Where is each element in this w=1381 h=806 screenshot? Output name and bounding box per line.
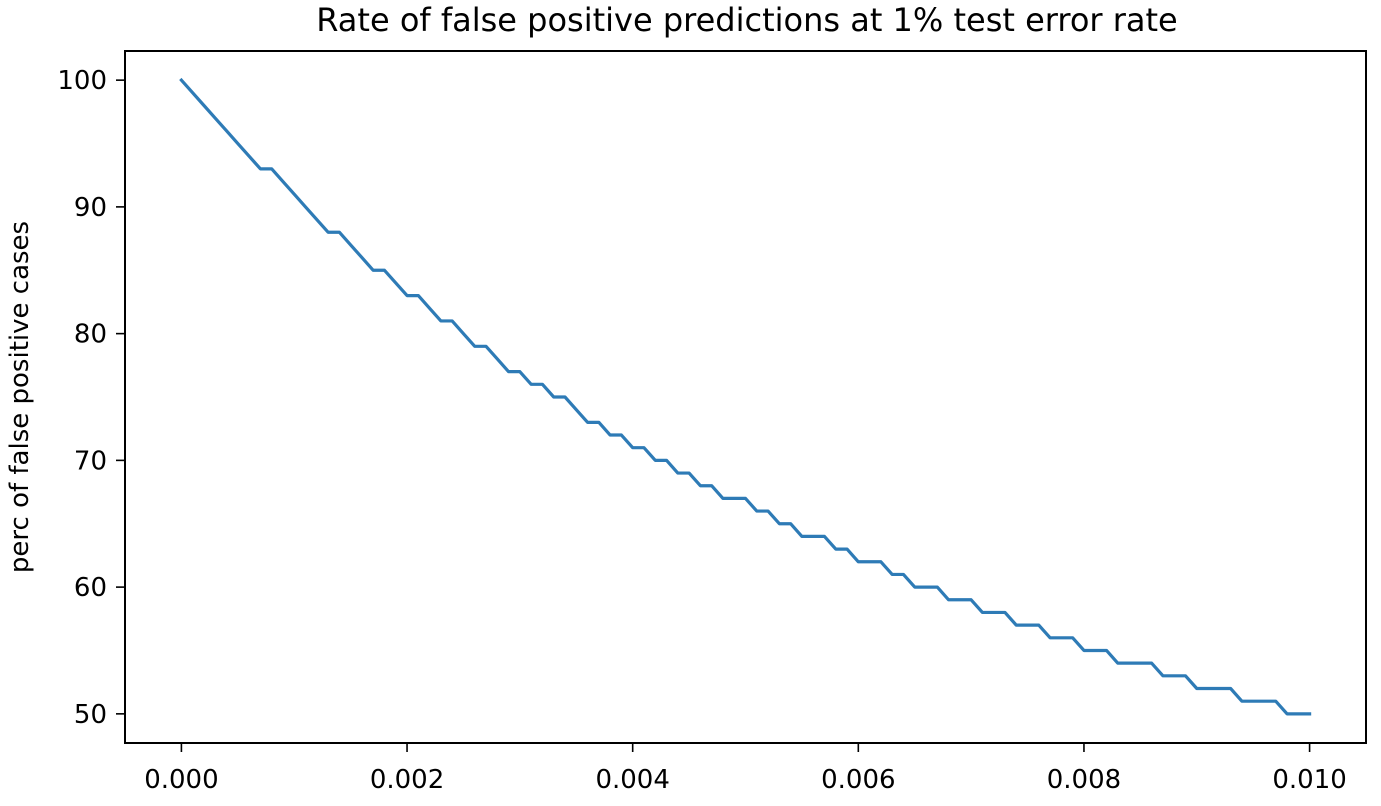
y-tick-label: 60 [74,573,107,603]
y-tick-label: 70 [74,446,107,476]
x-axis-ticks: 0.000 0.002 0.004 0.006 0.008 0.010 [144,743,1347,795]
x-tick-label: 0.010 [1272,765,1346,795]
y-tick-label: 100 [57,66,107,96]
y-tick-label: 90 [74,193,107,223]
y-axis-ticks: 50 60 70 80 90 100 [57,66,125,730]
series-layer [179,77,1312,716]
x-tick-label: 0.006 [821,765,895,795]
y-tick-label: 50 [74,700,107,730]
y-tick-label: 80 [74,320,107,350]
plot-area-frame [124,50,1367,744]
y-axis-label: perc of false positive cases [5,221,35,573]
x-tick-label: 0.008 [1047,765,1121,795]
series-line-0 [179,77,1312,716]
x-tick-label: 0.004 [595,765,669,795]
x-tick-label: 0.002 [370,765,444,795]
x-tick-label: 0.000 [144,765,218,795]
chart-title: Rate of false positive predictions at 1%… [316,1,1177,39]
